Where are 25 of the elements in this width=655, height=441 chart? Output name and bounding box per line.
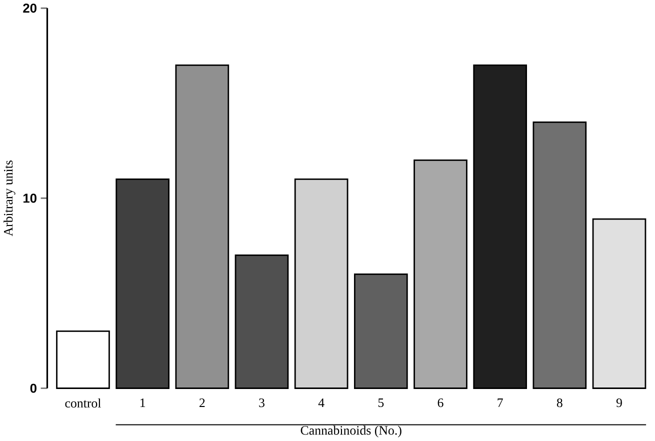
bar — [532, 122, 587, 389]
x-tick-label: 9 — [616, 398, 622, 408]
bar — [116, 178, 170, 389]
x-tick-label: 6 — [438, 398, 444, 408]
x-tick-label: 4 — [318, 398, 324, 407]
x-tick-label: 2 — [200, 398, 205, 408]
y-tick-label: 0 — [30, 384, 36, 393]
bar — [473, 64, 527, 389]
x-tick-label: 5 — [378, 398, 384, 408]
x-tick-label: 7 — [498, 398, 503, 407]
bar — [294, 178, 348, 389]
x-tick-label: 8 — [556, 398, 562, 408]
x-tick-label: 3 — [259, 398, 264, 408]
bar — [592, 218, 646, 389]
x-tick-label: 1 — [140, 398, 146, 408]
x-axis-title: Cannabinoids (No.) — [300, 426, 402, 438]
bar — [354, 274, 408, 389]
bar — [56, 330, 110, 389]
y-axis-title: Arbitrary units — [4, 160, 16, 236]
bar — [175, 64, 230, 389]
bar — [234, 254, 289, 389]
x-tick-label: control — [65, 398, 101, 408]
bar — [414, 160, 468, 389]
y-tick-label: 10 — [23, 194, 36, 203]
y-tick-label: 20 — [23, 4, 36, 13]
